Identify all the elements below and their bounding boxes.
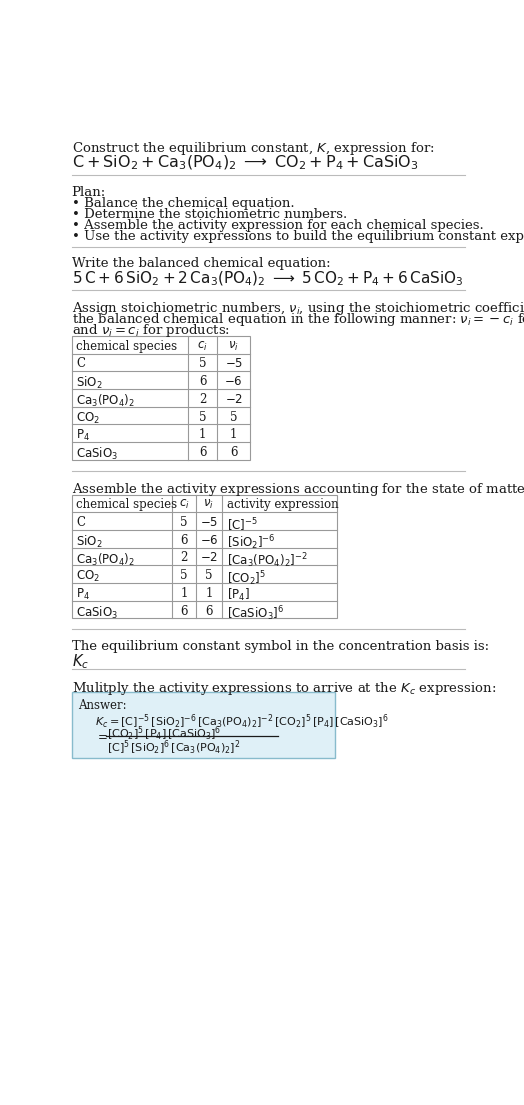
Text: • Determine the stoichiometric numbers.: • Determine the stoichiometric numbers. [72,208,347,221]
Text: Assign stoichiometric numbers, $\nu_i$, using the stoichiometric coefficients, $: Assign stoichiometric numbers, $\nu_i$, … [72,301,524,317]
Text: $\mathrm{SiO_2}$: $\mathrm{SiO_2}$ [77,534,103,550]
Text: $=$: $=$ [95,729,108,743]
Text: Plan:: Plan: [72,186,106,199]
Text: Mulitply the activity expressions to arrive at the $K_c$ expression:: Mulitply the activity expressions to arr… [72,680,496,697]
Text: chemical species: chemical species [77,498,178,512]
Bar [72,336,250,460]
Text: 6: 6 [230,446,237,459]
Text: 2: 2 [199,393,206,406]
Text: $\mathrm{CaSiO_3}$: $\mathrm{CaSiO_3}$ [77,446,118,462]
Text: and $\nu_i = c_i$ for products:: and $\nu_i = c_i$ for products: [72,322,230,339]
Text: $-2$: $-2$ [225,393,243,406]
Text: the balanced chemical equation in the following manner: $\nu_i = -c_i$ for react: the balanced chemical equation in the fo… [72,312,524,328]
Text: • Assemble the activity expression for each chemical species.: • Assemble the activity expression for e… [72,219,484,232]
Text: • Use the activity expressions to build the equilibrium constant expression.: • Use the activity expressions to build … [72,230,524,243]
Text: $\mathrm{P_4}$: $\mathrm{P_4}$ [77,587,90,602]
Text: 6: 6 [205,604,213,618]
Bar [72,693,335,758]
Text: $[\mathrm{CO_2}]^{5}\,[\mathrm{P_4}]\,[\mathrm{CaSiO_3}]^{6}$: $[\mathrm{CO_2}]^{5}\,[\mathrm{P_4}]\,[\… [107,725,222,744]
Text: 5: 5 [180,569,188,582]
Text: 1: 1 [180,587,188,600]
Text: $\mathrm{SiO_2}$: $\mathrm{SiO_2}$ [77,376,103,391]
Text: 1: 1 [230,429,237,441]
Text: Answer:: Answer: [78,698,126,712]
Text: 6: 6 [199,376,206,388]
Text: 1: 1 [199,429,206,441]
Text: 5: 5 [199,357,206,370]
Text: $-5$: $-5$ [225,357,243,370]
Text: $[\mathrm{SiO_2}]^{-6}$: $[\mathrm{SiO_2}]^{-6}$ [227,534,275,552]
Text: $-6$: $-6$ [200,534,218,547]
Text: 5: 5 [230,411,237,423]
Text: $[\mathrm{C}]^{5}\,[\mathrm{SiO_2}]^{6}\,[\mathrm{Ca_3(PO_4)_2}]^{2}$: $[\mathrm{C}]^{5}\,[\mathrm{SiO_2}]^{6}\… [107,738,241,757]
Bar [72,495,337,619]
Text: 1: 1 [205,587,213,600]
Text: $c_i$: $c_i$ [198,339,208,352]
Text: $\mathrm{CaSiO_3}$: $\mathrm{CaSiO_3}$ [77,604,118,621]
Text: Write the balanced chemical equation:: Write the balanced chemical equation: [72,257,330,271]
Text: • Balance the chemical equation.: • Balance the chemical equation. [72,198,294,210]
Text: 5: 5 [180,516,188,529]
Text: $[\mathrm{C}]^{-5}$: $[\mathrm{C}]^{-5}$ [227,516,258,534]
Text: $\mathrm{Ca_3(PO_4)_2}$: $\mathrm{Ca_3(PO_4)_2}$ [77,551,135,568]
Text: $\nu_i$: $\nu_i$ [228,339,239,352]
Text: $-5$: $-5$ [200,516,218,529]
Text: $c_i$: $c_i$ [179,498,190,512]
Text: $\mathrm{P_4}$: $\mathrm{P_4}$ [77,429,90,443]
Text: $\mathrm{C + SiO_2 + Ca_3(PO_4)_2 \;\longrightarrow\; CO_2 + P_4 + CaSiO_3}$: $\mathrm{C + SiO_2 + Ca_3(PO_4)_2 \;\lon… [72,154,419,171]
Text: Assemble the activity expressions accounting for the state of matter and $\nu_i$: Assemble the activity expressions accoun… [72,482,524,498]
Text: 6: 6 [180,534,188,547]
Text: 2: 2 [180,551,188,565]
Text: C: C [77,357,85,370]
Text: chemical species: chemical species [77,339,178,352]
Text: $\mathrm{CO_2}$: $\mathrm{CO_2}$ [77,411,101,425]
Text: $\mathrm{5\,C + 6\,SiO_2 + 2\,Ca_3(PO_4)_2 \;\longrightarrow\; 5\,CO_2 + P_4 + 6: $\mathrm{5\,C + 6\,SiO_2 + 2\,Ca_3(PO_4)… [72,270,463,288]
Text: $\mathrm{CO_2}$: $\mathrm{CO_2}$ [77,569,101,585]
Text: $[\mathrm{CaSiO_3}]^{6}$: $[\mathrm{CaSiO_3}]^{6}$ [227,604,284,623]
Text: 6: 6 [199,446,206,459]
Text: $\mathrm{Ca_3(PO_4)_2}$: $\mathrm{Ca_3(PO_4)_2}$ [77,393,135,409]
Text: Construct the equilibrium constant, $K$, expression for:: Construct the equilibrium constant, $K$,… [72,140,434,157]
Text: $[\mathrm{P_4}]$: $[\mathrm{P_4}]$ [227,587,249,603]
Text: $[\mathrm{CO_2}]^{5}$: $[\mathrm{CO_2}]^{5}$ [227,569,266,588]
Text: 6: 6 [180,604,188,618]
Text: $\nu_i$: $\nu_i$ [203,498,214,512]
Text: $K_c$: $K_c$ [72,652,89,671]
Text: $-6$: $-6$ [224,376,243,388]
Text: The equilibrium constant symbol in the concentration basis is:: The equilibrium constant symbol in the c… [72,640,489,653]
Text: $[\mathrm{Ca_3(PO_4)_2}]^{-2}$: $[\mathrm{Ca_3(PO_4)_2}]^{-2}$ [227,551,308,570]
Text: $K_c = [\mathrm{C}]^{-5}\,[\mathrm{SiO_2}]^{-6}\,[\mathrm{Ca_3(PO_4)_2}]^{-2}\,[: $K_c = [\mathrm{C}]^{-5}\,[\mathrm{SiO_2… [95,713,389,730]
Text: 5: 5 [205,569,213,582]
Text: activity expression: activity expression [227,498,339,512]
Text: 5: 5 [199,411,206,423]
Text: $-2$: $-2$ [200,551,218,565]
Text: C: C [77,516,85,529]
